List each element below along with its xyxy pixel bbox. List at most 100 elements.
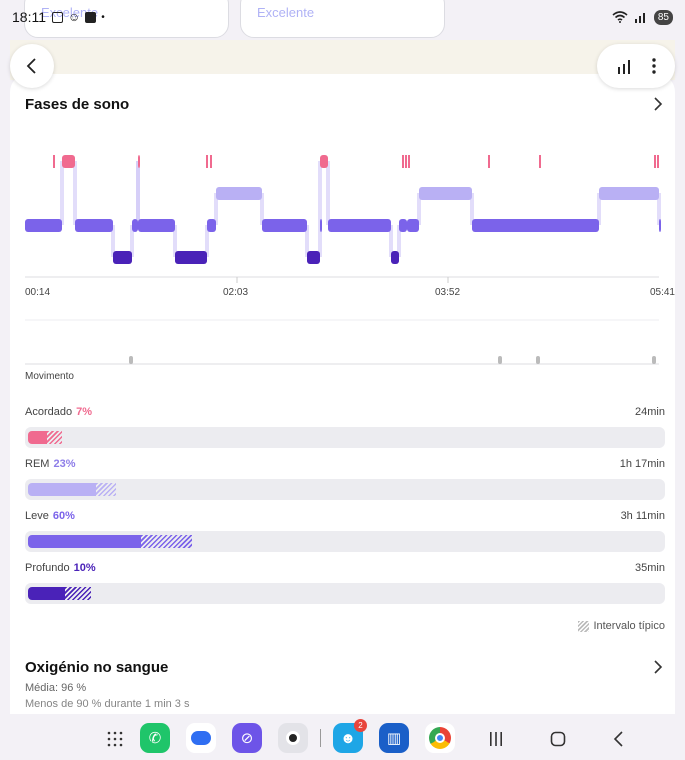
blood-oxygen-average: Média: 96 %: [25, 682, 87, 694]
stage-transition: [597, 193, 601, 225]
stage-segment-deep: [113, 251, 132, 264]
chevron-right-icon[interactable]: [651, 660, 665, 674]
notification-badge: 2: [354, 719, 367, 732]
wifi-icon: [612, 11, 628, 23]
blood-oxygen-title[interactable]: Oxigénio no sangue: [25, 659, 169, 676]
health-app-icon[interactable]: ▥: [379, 723, 409, 753]
stage-segment-rem: [419, 187, 472, 200]
stage-segment-rem: [599, 187, 659, 200]
camera-app-icon[interactable]: [278, 723, 308, 753]
stage-transition: [657, 193, 661, 225]
chevron-right-icon[interactable]: [651, 97, 665, 111]
screenshot-icon: [52, 11, 63, 23]
stage-name: Acordado: [25, 406, 73, 418]
stage-bar-awake: [25, 427, 665, 448]
stage-segment-light: [472, 219, 599, 232]
internet-app-icon[interactable]: ⊘: [232, 723, 262, 753]
awake-tick: [405, 155, 407, 168]
stage-segment-awake: [62, 155, 75, 168]
typical-range-hatch: [65, 587, 91, 600]
background-card-label: Excelente: [257, 5, 315, 20]
movement-mark: [498, 356, 502, 364]
blood-oxygen-below-90: Menos de 90 % durante 1 min 3 s: [25, 698, 190, 710]
stage-transition: [417, 193, 421, 225]
stage-duration: 35min: [635, 562, 665, 574]
status-notification-icons: ☺ •: [52, 10, 105, 24]
awake-tick: [402, 155, 404, 168]
stage-duration: 1h 17min: [619, 458, 665, 470]
stage-fill: [28, 483, 96, 496]
home-button[interactable]: [550, 731, 566, 747]
movement-mark: [129, 356, 133, 364]
battery-indicator: 85: [653, 9, 673, 25]
stage-percent: 23%: [53, 458, 76, 470]
awake-tick: [539, 155, 541, 168]
background-card-label: Excelente: [41, 5, 99, 20]
time-label-start: 00:14: [25, 287, 51, 298]
stage-bar-deep: [25, 583, 665, 604]
stage-transition: [389, 225, 393, 257]
stage-transition: [260, 193, 264, 225]
movement-label: Movimento: [25, 371, 74, 382]
stage-fill: [28, 431, 47, 444]
background-card-1: Excelente: [24, 0, 229, 38]
back-button[interactable]: [10, 44, 54, 88]
action-pill: [597, 44, 675, 88]
stage-segment-light: [659, 219, 661, 232]
stage-row-rem: REM 23% 1h 17min: [25, 458, 665, 470]
stage-segment-awake: [320, 155, 328, 168]
accessibility-icon: ☺: [68, 10, 81, 24]
awake-tick: [657, 155, 659, 168]
more-options-icon[interactable]: [651, 57, 657, 75]
stage-segment-deep: [391, 251, 399, 264]
stage-transition: [130, 225, 134, 257]
stage-segment-light: [138, 219, 175, 232]
stage-segment-light: [75, 219, 113, 232]
hatch-legend-icon: [578, 620, 590, 632]
status-bar: 18:11 ☺ • 85: [0, 0, 685, 34]
phone-app-icon[interactable]: ✆: [140, 723, 170, 753]
stage-segment-light: [207, 219, 216, 232]
stage-segment-light: [132, 219, 138, 232]
stage-transition: [60, 161, 64, 225]
stage-duration: 3h 11min: [620, 510, 665, 522]
stage-transition: [305, 225, 309, 257]
app-drawer-icon[interactable]: [107, 731, 123, 747]
recent-apps-button[interactable]: [488, 731, 504, 747]
stage-transition: [318, 225, 322, 257]
typical-range-label: Intervalo típico: [593, 620, 665, 632]
recent-app-icon[interactable]: ☻ 2: [333, 719, 367, 753]
typical-range-hatch: [47, 431, 62, 444]
time-label-end: 05:41: [649, 287, 675, 298]
stage-fill: [28, 535, 141, 548]
nav-back-button[interactable]: [612, 731, 626, 747]
stage-segment-light: [25, 219, 62, 232]
stage-percent: 60%: [52, 510, 75, 522]
stage-transition: [136, 161, 140, 225]
stage-segment-light: [407, 219, 419, 232]
chrome-app-icon[interactable]: [425, 723, 455, 753]
typical-range-hatch: [96, 483, 116, 496]
stage-name: Profundo: [25, 562, 70, 574]
movement-mark: [652, 356, 656, 364]
stage-name: Leve: [25, 510, 49, 522]
stage-segment-deep: [307, 251, 320, 264]
stage-transition: [205, 225, 209, 257]
time-label-3: 03:52: [435, 287, 461, 298]
stage-transition: [173, 225, 177, 257]
messages-app-icon[interactable]: [186, 723, 216, 753]
typical-range-legend: Intervalo típico: [578, 620, 665, 632]
stage-transition: [111, 225, 115, 257]
time-label-2: 02:03: [223, 287, 249, 298]
stage-row-awake: Acordado 7% 24min: [25, 406, 665, 418]
awake-tick: [408, 155, 410, 168]
sleep-stages-title[interactable]: Fases de sono: [25, 96, 130, 113]
status-right: 85: [612, 9, 673, 25]
awake-tick: [206, 155, 208, 168]
bar-chart-icon[interactable]: [616, 57, 634, 75]
dot-icon: •: [101, 11, 105, 23]
stage-segment-awake: [138, 155, 140, 168]
stage-transition: [214, 193, 218, 225]
stage-bar-rem: [25, 479, 665, 500]
stage-segment-rem: [216, 187, 262, 200]
